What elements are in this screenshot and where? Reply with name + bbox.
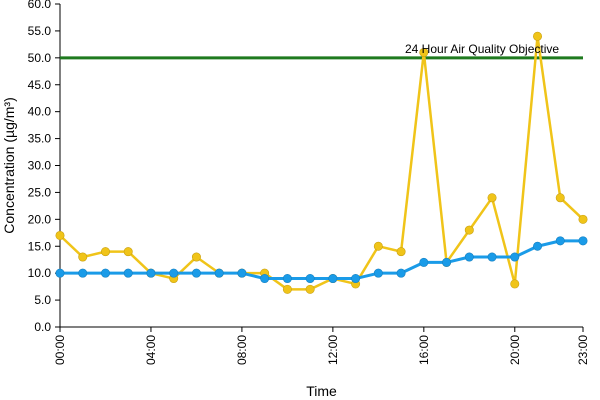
y-tick-label: 5.0 <box>34 293 51 307</box>
data-point <box>78 252 88 262</box>
data-point <box>373 268 383 278</box>
data-point <box>487 252 497 262</box>
data-point <box>100 247 110 257</box>
y-tick-label: 60.0 <box>28 0 52 11</box>
data-point <box>555 193 565 203</box>
data-point <box>419 47 429 57</box>
y-axis-ticks: 0.0 5.0 10.0 15.0 20.0 25.0 30.0 35.0 40.0 45.0 50… <box>28 0 60 334</box>
y-tick-label: 25.0 <box>28 185 52 199</box>
data-point <box>146 268 156 278</box>
x-axis-ticks: 00:00 04:00 08:00 12:00 16:00 20:00 23:00 <box>53 327 590 365</box>
air-quality-objective-label: 24 Hour Air Quality Objective <box>405 42 559 56</box>
data-point <box>510 252 520 262</box>
data-point <box>282 284 292 294</box>
data-point <box>169 268 179 278</box>
x-tick-label: 16:00 <box>417 335 431 365</box>
x-tick-label: 20:00 <box>508 335 522 365</box>
y-axis-title: Concentration (µg/m³) <box>1 97 17 233</box>
x-tick-label: 00:00 <box>53 335 67 365</box>
y-tick-label: 55.0 <box>28 24 52 38</box>
data-point <box>123 247 133 257</box>
y-tick-label: 35.0 <box>28 132 52 146</box>
data-point <box>464 225 474 235</box>
data-point <box>419 257 429 267</box>
x-axis-title: Time <box>306 383 337 399</box>
data-point <box>578 236 588 246</box>
data-point <box>396 247 406 257</box>
series-line <box>59 35 584 291</box>
data-point <box>305 274 315 284</box>
y-tick-label: 40.0 <box>28 105 52 119</box>
data-point <box>282 274 292 284</box>
series-2 <box>55 236 588 284</box>
data-point <box>55 230 65 240</box>
series-layer <box>55 31 588 294</box>
data-point <box>191 252 201 262</box>
y-tick-label: 20.0 <box>28 212 52 226</box>
data-point <box>78 268 88 278</box>
data-point <box>191 268 201 278</box>
y-tick-label: 10.0 <box>28 266 52 280</box>
data-point <box>442 257 452 267</box>
data-point <box>373 241 383 251</box>
data-point <box>305 284 315 294</box>
y-tick-label: 0.0 <box>34 320 51 334</box>
x-tick-label: 23:00 <box>576 335 590 365</box>
data-point <box>578 214 588 224</box>
data-point <box>55 268 65 278</box>
y-tick-label: 30.0 <box>28 159 52 173</box>
y-tick-label: 45.0 <box>28 78 52 92</box>
data-point <box>510 279 520 289</box>
x-tick-label: 04:00 <box>144 335 158 365</box>
data-point <box>487 193 497 203</box>
y-tick-label: 15.0 <box>28 239 52 253</box>
data-point <box>123 268 133 278</box>
data-point <box>533 241 543 251</box>
x-tick-label: 08:00 <box>235 335 249 365</box>
series-1 <box>55 31 588 294</box>
data-point <box>351 274 361 284</box>
data-point <box>237 268 247 278</box>
data-point <box>100 268 110 278</box>
data-point <box>533 31 543 41</box>
data-point <box>464 252 474 262</box>
data-point <box>214 268 224 278</box>
data-point <box>396 268 406 278</box>
data-point <box>260 274 270 284</box>
y-tick-label: 50.0 <box>28 51 52 65</box>
data-point <box>555 236 565 246</box>
data-point <box>328 274 338 284</box>
x-tick-label: 12:00 <box>326 335 340 365</box>
